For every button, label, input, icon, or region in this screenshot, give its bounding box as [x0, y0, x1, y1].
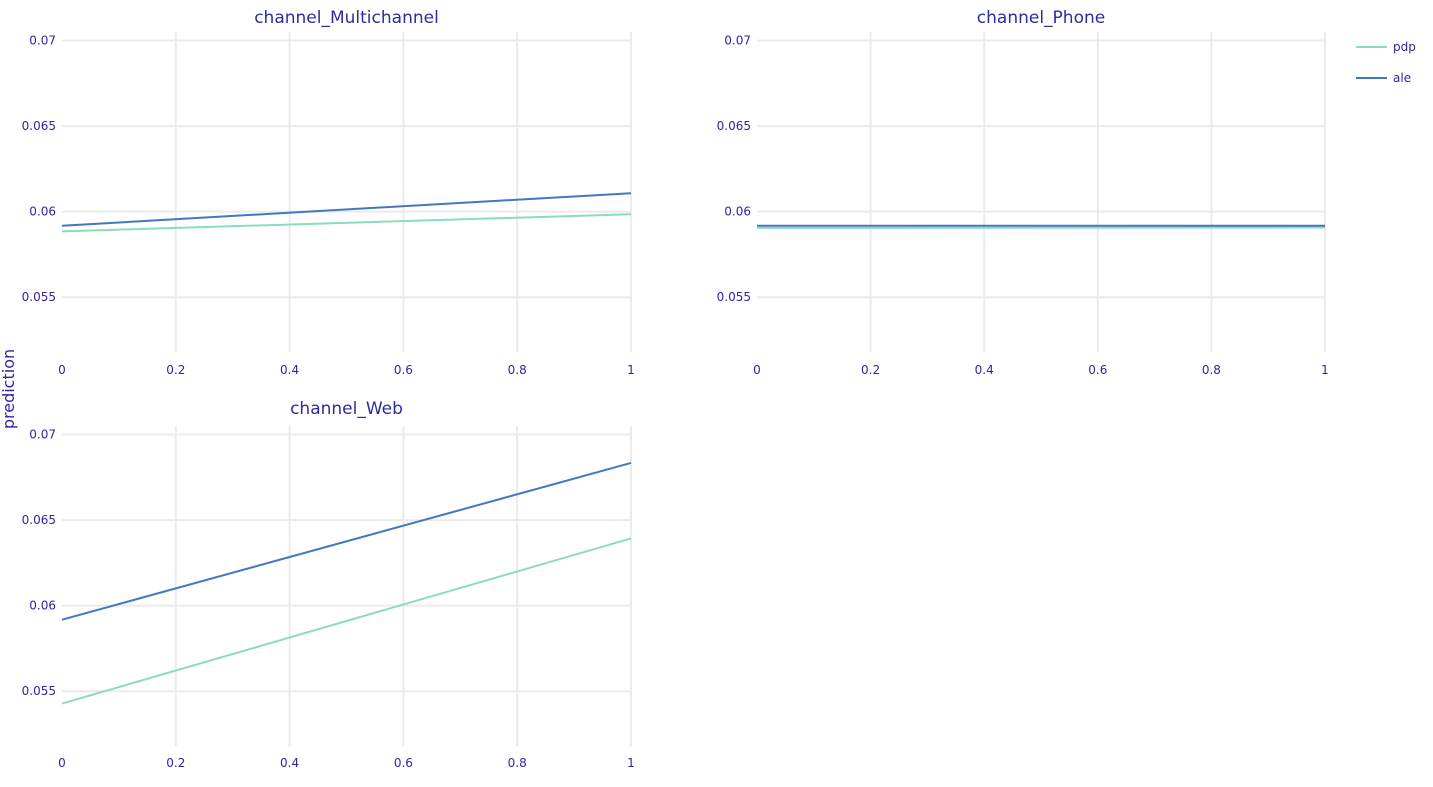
y-tick-label: 0.065	[717, 119, 751, 133]
x-tick-label: 1	[1321, 363, 1329, 377]
x-tick-label: 0.2	[166, 363, 185, 377]
x-tick-label: 0.8	[1202, 363, 1221, 377]
y-tick-label: 0.065	[22, 513, 56, 527]
panel-title: channel_Phone	[977, 8, 1105, 28]
series-line-pdp	[61, 537, 632, 705]
y-tick-label: 0.065	[22, 119, 56, 133]
panel-title: channel_Multichannel	[254, 8, 439, 28]
x-tick-label: 0.8	[508, 756, 527, 770]
y-tick-label: 0.055	[717, 290, 751, 304]
panel-title: channel_Web	[290, 399, 403, 419]
x-tick-label: 0	[58, 756, 66, 770]
x-tick-label: 0.2	[166, 756, 185, 770]
panel-channel_Web: 0.055 0.06 0.065 0.07 0 0.2 0.4 0.6 0.8 1 channel_…	[22, 399, 635, 770]
x-tick-label: 0.6	[394, 363, 413, 377]
x-tick-label: 0.6	[394, 756, 413, 770]
series-line-pdp	[756, 226, 1326, 229]
legend-item-pdp[interactable]: pdp	[1356, 40, 1416, 54]
y-tick-label: 0.06	[724, 205, 751, 219]
y-tick-label: 0.06	[29, 205, 56, 219]
legend: pdp ale	[1356, 40, 1416, 85]
y-tick-label: 0.055	[22, 290, 56, 304]
x-tick-label: 0	[58, 363, 66, 377]
x-tick-label: 0.4	[280, 756, 299, 770]
x-tick-label: 0.2	[861, 363, 880, 377]
x-tick-label: 0.4	[280, 363, 299, 377]
x-tick-label: 0.6	[1088, 363, 1107, 377]
y-tick-label: 0.07	[29, 428, 56, 442]
legend-label: pdp	[1393, 40, 1416, 54]
y-tick-label: 0.055	[22, 684, 56, 698]
series-line-ale	[61, 461, 632, 621]
y-tick-label: 0.07	[29, 34, 56, 48]
legend-item-ale[interactable]: ale	[1356, 71, 1411, 85]
y-tick-label: 0.07	[724, 34, 751, 48]
x-tick-label: 0.4	[975, 363, 994, 377]
x-tick-label: 1	[627, 363, 635, 377]
x-tick-label: 1	[627, 756, 635, 770]
series-line-ale	[61, 192, 632, 227]
x-tick-label: 0	[753, 363, 761, 377]
y-axis-title: prediction	[0, 349, 18, 429]
series-line-pdp	[61, 213, 632, 233]
panel-channel_Phone: 0.055 0.06 0.065 0.07 0 0.2 0.4 0.6 0.8 1 channel_…	[717, 8, 1329, 377]
y-tick-label: 0.06	[29, 599, 56, 613]
x-tick-label: 0.8	[508, 363, 527, 377]
panel-channel_Multichannel: 0.055 0.06 0.065 0.07 0 0.2 0.4 0.6 0.8 1 channel_…	[22, 8, 635, 377]
legend-label: ale	[1393, 71, 1411, 85]
